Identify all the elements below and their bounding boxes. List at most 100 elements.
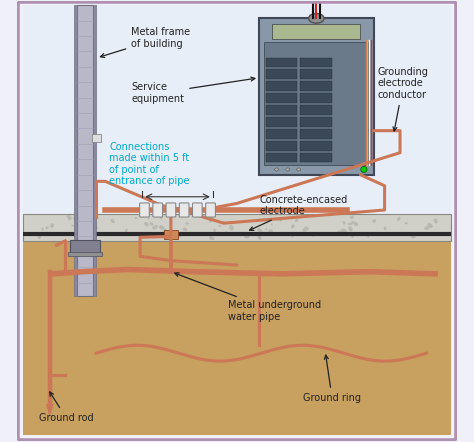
- Ellipse shape: [277, 218, 279, 221]
- Ellipse shape: [217, 232, 219, 235]
- Bar: [300, 105, 332, 115]
- Ellipse shape: [244, 234, 250, 238]
- Ellipse shape: [286, 168, 290, 171]
- Ellipse shape: [208, 214, 213, 219]
- Ellipse shape: [182, 228, 187, 231]
- Ellipse shape: [295, 219, 298, 222]
- Text: Ground rod: Ground rod: [39, 392, 93, 423]
- Ellipse shape: [348, 223, 351, 225]
- Ellipse shape: [373, 219, 376, 223]
- Ellipse shape: [383, 227, 386, 230]
- Ellipse shape: [209, 218, 213, 223]
- FancyBboxPatch shape: [259, 18, 374, 175]
- Text: Concrete-encased
electrode: Concrete-encased electrode: [250, 194, 347, 230]
- Ellipse shape: [351, 221, 354, 225]
- Ellipse shape: [68, 217, 72, 221]
- Ellipse shape: [46, 226, 49, 229]
- Ellipse shape: [309, 13, 324, 23]
- Ellipse shape: [302, 228, 308, 232]
- Text: Connections
made within 5 ft
of point of
entrance of pipe: Connections made within 5 ft of point of…: [109, 142, 190, 187]
- Ellipse shape: [163, 229, 167, 232]
- Ellipse shape: [348, 226, 353, 232]
- Ellipse shape: [351, 233, 354, 238]
- Bar: [92, 134, 101, 142]
- Ellipse shape: [159, 225, 164, 230]
- Bar: [265, 69, 297, 79]
- Text: Grounding
electrode
conductor: Grounding electrode conductor: [378, 67, 429, 131]
- Ellipse shape: [96, 226, 98, 229]
- Ellipse shape: [341, 229, 347, 233]
- FancyBboxPatch shape: [153, 203, 163, 217]
- Bar: [265, 57, 297, 67]
- FancyBboxPatch shape: [166, 203, 176, 217]
- Bar: [300, 117, 332, 127]
- Bar: [265, 129, 297, 139]
- Bar: [300, 81, 332, 91]
- Text: Metal frame
of building: Metal frame of building: [100, 27, 191, 57]
- Ellipse shape: [73, 217, 76, 220]
- Ellipse shape: [397, 217, 401, 221]
- Ellipse shape: [305, 226, 309, 230]
- Ellipse shape: [265, 229, 267, 231]
- Ellipse shape: [82, 233, 86, 239]
- Ellipse shape: [405, 222, 408, 225]
- Ellipse shape: [279, 217, 283, 222]
- FancyBboxPatch shape: [140, 203, 149, 217]
- Bar: [272, 24, 360, 39]
- Bar: [300, 93, 332, 103]
- Bar: [23, 230, 451, 434]
- Ellipse shape: [178, 236, 181, 238]
- Ellipse shape: [271, 223, 273, 225]
- Ellipse shape: [50, 223, 54, 228]
- Circle shape: [361, 166, 367, 172]
- Bar: [265, 81, 297, 91]
- Bar: [23, 214, 451, 241]
- Bar: [77, 5, 93, 296]
- Ellipse shape: [291, 225, 295, 229]
- Ellipse shape: [66, 215, 71, 219]
- Ellipse shape: [185, 222, 189, 225]
- Ellipse shape: [144, 222, 149, 226]
- Ellipse shape: [91, 222, 96, 225]
- Bar: [300, 141, 332, 151]
- Text: Ground ring: Ground ring: [303, 355, 361, 403]
- Ellipse shape: [225, 231, 227, 235]
- Bar: [23, 5, 451, 230]
- Ellipse shape: [82, 227, 85, 229]
- Bar: [300, 129, 332, 139]
- Ellipse shape: [87, 225, 89, 228]
- Ellipse shape: [155, 225, 158, 227]
- Ellipse shape: [135, 217, 137, 219]
- Ellipse shape: [311, 235, 314, 236]
- Ellipse shape: [257, 228, 262, 232]
- Ellipse shape: [80, 219, 82, 221]
- Ellipse shape: [35, 232, 37, 235]
- Ellipse shape: [219, 225, 221, 227]
- Ellipse shape: [350, 216, 354, 219]
- Ellipse shape: [274, 168, 279, 171]
- FancyBboxPatch shape: [206, 203, 215, 217]
- Ellipse shape: [42, 228, 44, 230]
- Bar: [68, 252, 102, 256]
- Ellipse shape: [350, 233, 355, 236]
- Ellipse shape: [148, 217, 149, 219]
- Ellipse shape: [79, 225, 82, 230]
- Ellipse shape: [297, 168, 301, 171]
- Ellipse shape: [89, 219, 92, 222]
- Ellipse shape: [152, 226, 157, 229]
- Ellipse shape: [209, 236, 214, 240]
- Bar: [70, 240, 100, 253]
- FancyBboxPatch shape: [179, 203, 189, 217]
- Bar: [265, 152, 297, 162]
- Ellipse shape: [81, 227, 85, 230]
- Bar: [73, 5, 77, 296]
- Ellipse shape: [149, 222, 154, 226]
- Ellipse shape: [46, 233, 49, 236]
- Bar: [265, 141, 297, 151]
- Ellipse shape: [222, 221, 225, 222]
- Ellipse shape: [337, 230, 342, 236]
- Ellipse shape: [257, 235, 262, 240]
- Ellipse shape: [373, 220, 374, 223]
- Ellipse shape: [77, 237, 79, 239]
- Ellipse shape: [434, 218, 438, 224]
